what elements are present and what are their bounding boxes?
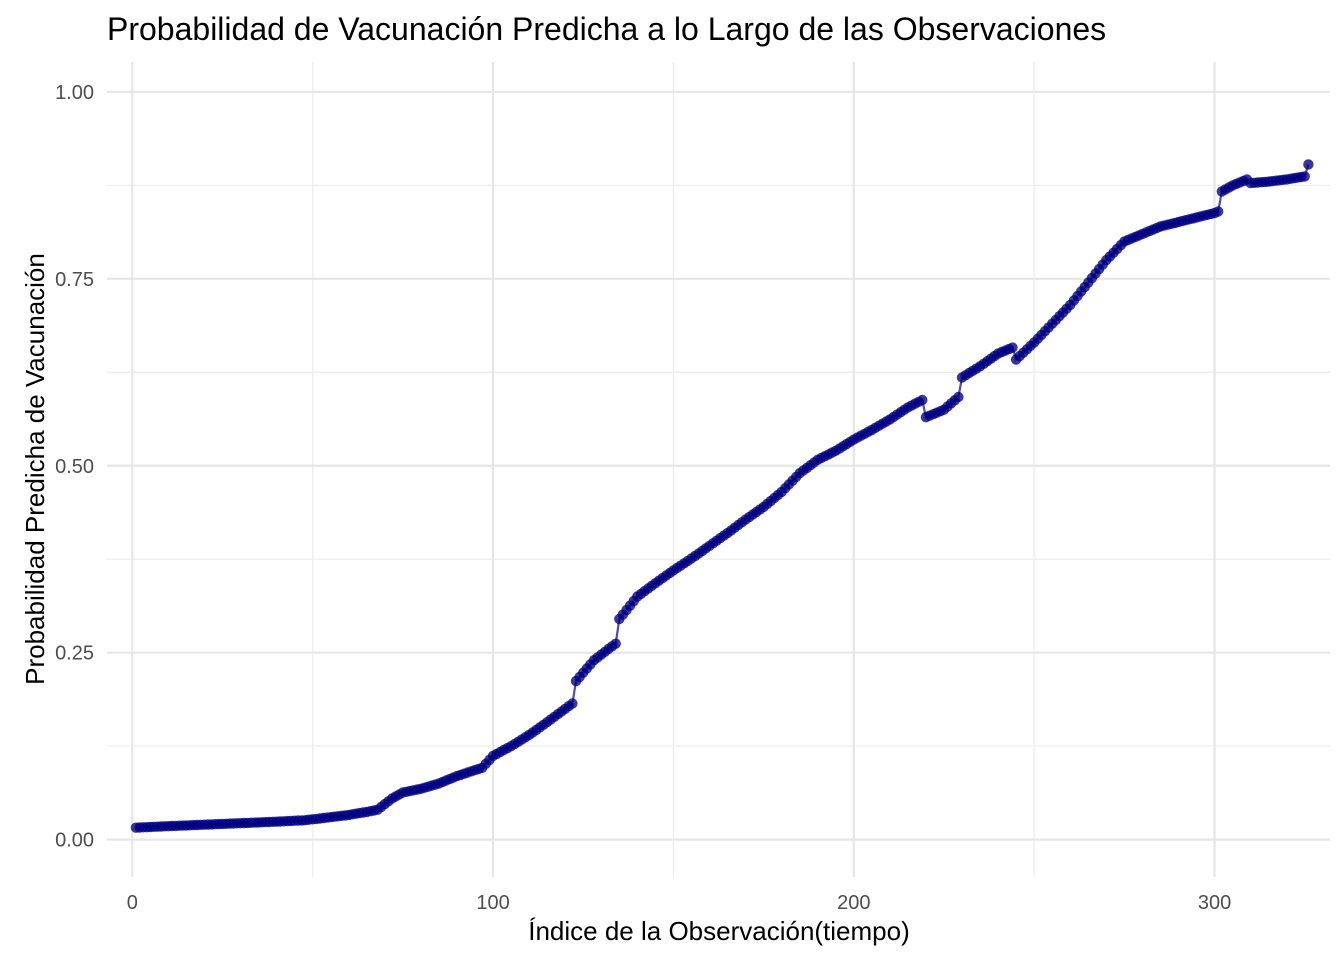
x-tick-label: 200 (837, 892, 870, 914)
y-tick-label: 0.50 (55, 456, 94, 478)
data-point (1007, 342, 1018, 353)
minor-gridlines (107, 62, 1330, 877)
y-tick-label: 0.00 (55, 830, 94, 852)
y-axis-title: Probabilidad Predicha de Vacunación (20, 253, 50, 685)
y-tick-label: 0.75 (55, 269, 94, 291)
series-line-group (135, 164, 1310, 829)
data-point (1213, 206, 1224, 217)
x-tick-labels: 0 100 200 300 (127, 892, 1232, 914)
y-tick-label: 0.25 (55, 643, 94, 665)
x-tick-label: 0 (127, 892, 138, 914)
data-point (953, 391, 964, 403)
y-tick-labels: 0.00 0.25 0.50 0.75 1.00 (55, 82, 94, 852)
x-tick-label: 300 (1198, 892, 1231, 914)
data-point (610, 638, 621, 649)
series-points-group (130, 159, 1314, 833)
x-axis-title: Índice de la Observación(tiempo) (528, 916, 910, 946)
major-gridlines (107, 62, 1330, 877)
data-point (1303, 159, 1314, 170)
data-point (917, 394, 928, 406)
data-point (567, 698, 578, 709)
series-line (135, 164, 1310, 829)
y-tick-label: 1.00 (55, 82, 94, 104)
data-point (1299, 171, 1310, 182)
chart-title: Probabilidad de Vacunación Predicha a lo… (107, 11, 1106, 47)
x-tick-label: 100 (476, 892, 509, 914)
